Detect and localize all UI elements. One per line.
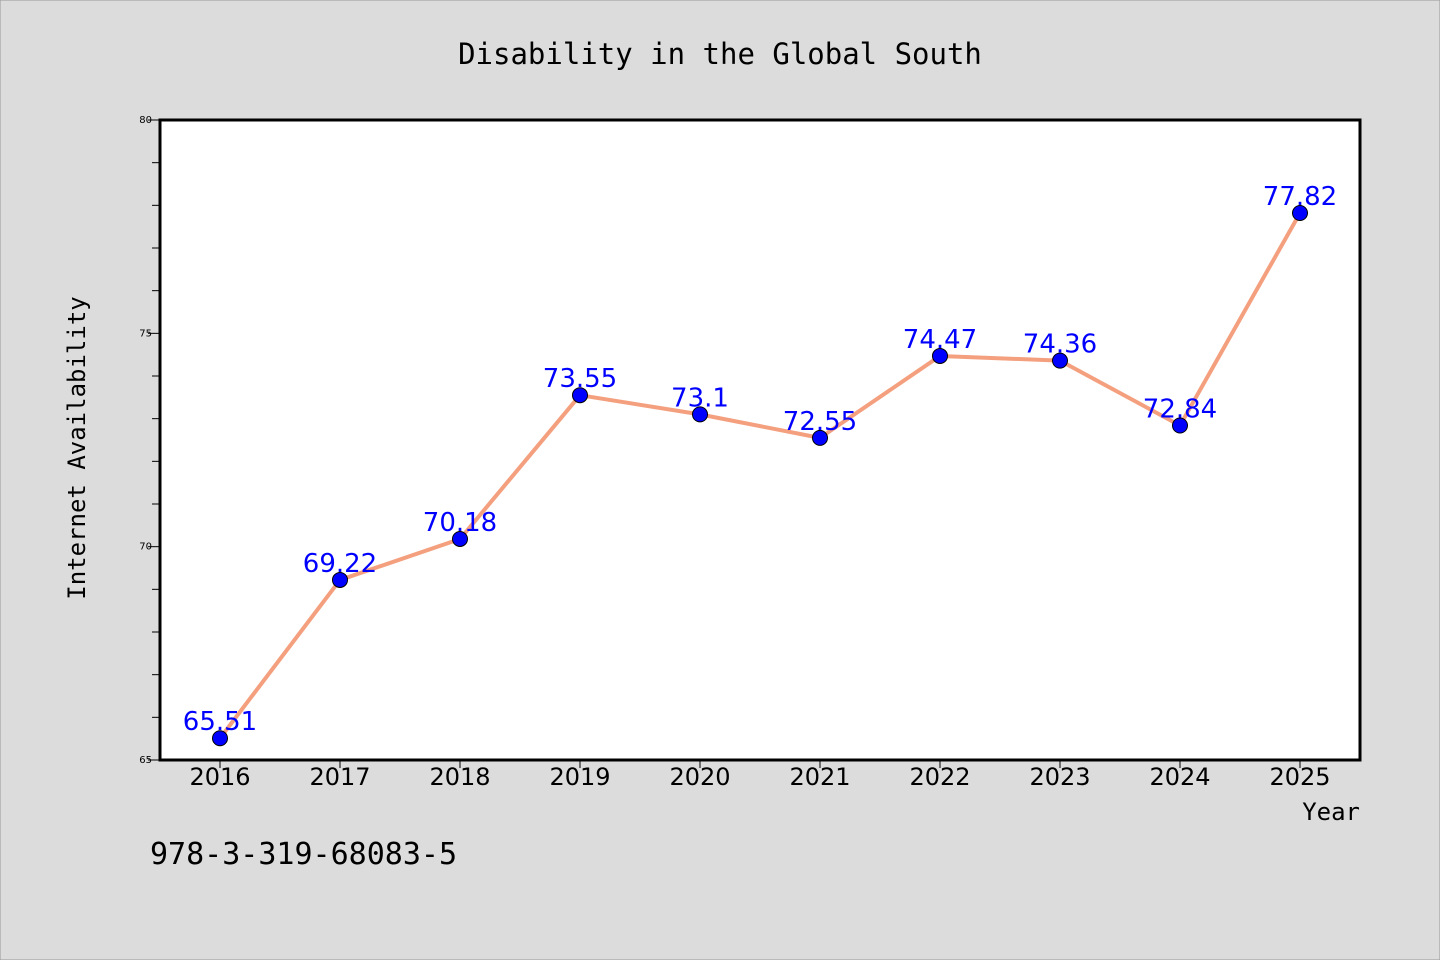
data-point-marker <box>692 406 708 423</box>
data-label: 73.1 <box>671 383 729 413</box>
data-point-marker <box>212 730 228 747</box>
data-label: 73.55 <box>543 364 617 394</box>
data-label: 69.22 <box>303 549 377 579</box>
data-point-marker <box>1292 205 1308 222</box>
series-line <box>218 212 1302 740</box>
x-tick-label: 2016 <box>189 763 250 791</box>
data-label: 65.51 <box>183 707 257 737</box>
data-label: 74.47 <box>903 325 977 355</box>
data-label: 74.36 <box>1023 330 1097 360</box>
data-point-marker <box>452 530 468 547</box>
x-tick-label: 2017 <box>309 763 370 791</box>
y-tick-label: 70 <box>139 542 152 553</box>
data-labels-layer: 65.51 69.22 70.18 73.55 73.1 72.55 74.47 74.36 7… <box>183 182 1337 737</box>
data-point-marker <box>932 347 948 364</box>
x-tick-label: 2018 <box>429 763 490 791</box>
x-tick-label: 2020 <box>669 763 730 791</box>
data-point-marker <box>1052 352 1068 369</box>
chart-title: Disability in the Global South <box>458 37 982 71</box>
series-layer <box>212 205 1308 747</box>
y-axis-ticks: 65 70 75 80 <box>139 115 160 766</box>
x-tick-label: 2022 <box>909 763 970 791</box>
x-axis-ticks: 2016 2017 2018 2019 2020 2021 2022 2023 2024 2025 <box>189 760 1331 791</box>
data-point-marker <box>572 387 588 404</box>
y-tick-label: 65 <box>139 755 152 766</box>
data-label: 72.84 <box>1143 394 1217 424</box>
x-tick-label: 2023 <box>1029 763 1090 791</box>
plot-area <box>158 118 1362 762</box>
x-tick-label: 2019 <box>549 763 610 791</box>
data-point-marker <box>812 429 828 446</box>
data-point-marker <box>1172 417 1188 434</box>
data-point-marker <box>332 571 348 588</box>
footer-isbn-text: 978-3-319-68083-5 <box>150 837 457 872</box>
x-axis-label: Year <box>1302 798 1360 826</box>
x-tick-label: 2025 <box>1269 763 1330 791</box>
x-tick-label: 2024 <box>1149 763 1210 791</box>
data-label: 70.18 <box>423 508 497 538</box>
y-tick-label: 80 <box>139 115 152 126</box>
y-tick-label: 75 <box>139 328 152 339</box>
data-label: 77.82 <box>1263 182 1337 212</box>
x-tick-label: 2021 <box>789 763 850 791</box>
data-label: 72.55 <box>783 407 857 437</box>
y-axis-label: Internet Availability <box>63 296 91 599</box>
